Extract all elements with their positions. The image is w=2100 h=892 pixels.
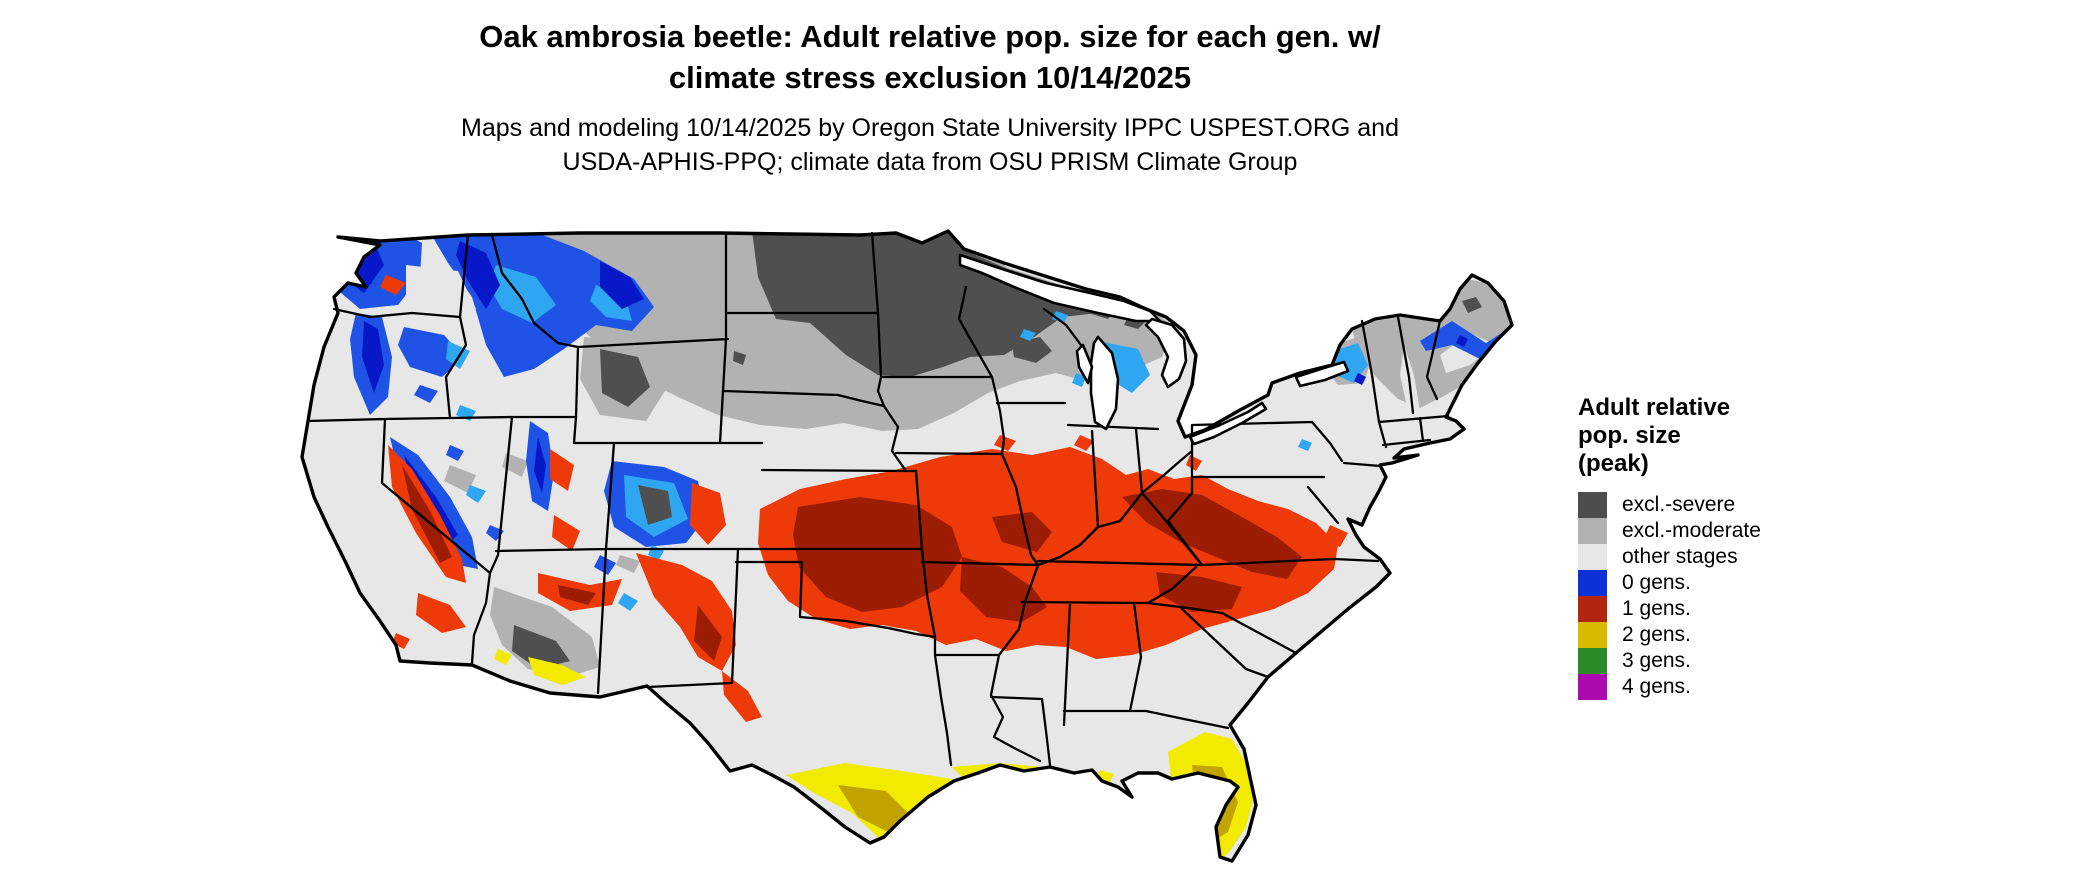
us-outline <box>300 229 1514 863</box>
green-bay <box>1075 343 1094 385</box>
cyan-door-county <box>1072 373 1086 387</box>
severe-black-hills-dot <box>733 351 746 365</box>
legend-label-1-gens: 1 gens. <box>1622 597 1691 620</box>
red-indiana-speck <box>1074 435 1094 451</box>
legend: Adult relative pop. size (peak) excl.-se… <box>1578 394 1878 700</box>
legend-title-line2: pop. size <box>1578 422 1681 449</box>
legend-title: Adult relative pop. size (peak) <box>1578 394 1878 478</box>
deepblue-montana-front <box>600 261 644 309</box>
red-socal <box>416 593 466 633</box>
darkred-smokies <box>1156 572 1242 612</box>
darkred-california-valley <box>402 465 452 563</box>
deepblue-maine-coast-dot-2 <box>1456 335 1468 347</box>
moderate-new-mexico-speck <box>616 555 640 573</box>
legend-row-excl-severe: excl.-severe <box>1578 492 1878 518</box>
cyan-nevada-speck-2 <box>466 485 486 503</box>
red-utah-patch-2 <box>552 515 580 551</box>
legend-label-4-gens: 4 gens. <box>1622 675 1691 698</box>
legend-row-3-gens: 3 gens. <box>1578 648 1878 674</box>
legend-swatch-0-gens <box>1578 570 1607 596</box>
legend-swatch-1-gens <box>1578 596 1607 622</box>
red-ohio-speck <box>1186 455 1202 471</box>
lake-huron <box>1144 317 1188 389</box>
darkred-arizona-rim <box>558 585 596 605</box>
legend-label-excl-moderate: excl.-moderate <box>1622 519 1761 542</box>
header: Oak ambrosia beetle: Adult relative pop.… <box>0 16 1860 179</box>
cyan-montana-blob <box>590 285 632 321</box>
page-title-line2: climate stress exclusion 10/14/2025 <box>668 60 1192 95</box>
red-washington-dot <box>380 275 406 295</box>
subtitle-line2: USDA-APHIS-PPQ; climate data from OSU PR… <box>562 148 1298 176</box>
legend-swatch-2-gens <box>1578 622 1607 648</box>
legend-swatch-excl-severe <box>1578 492 1607 518</box>
legend-label-3-gens: 3 gens. <box>1622 649 1691 672</box>
deepblue-sierra-crest <box>404 455 458 545</box>
blue-nevada-speck-3 <box>486 525 504 541</box>
gold-louisiana-dot <box>986 771 1006 783</box>
severe-yellowstone-core <box>600 349 650 407</box>
lake-michigan <box>1089 335 1120 431</box>
cyan-idaho-blob <box>488 265 556 323</box>
legend-row-other-stages: other stages <box>1578 544 1878 570</box>
blue-blue-mountains <box>398 327 464 377</box>
deepblue-idaho-streak <box>456 241 500 309</box>
lake-superior <box>958 253 1162 323</box>
yellow-arizona-patch <box>528 657 586 685</box>
legend-label-other-stages: other stages <box>1622 545 1738 568</box>
darkred-new-mexico <box>694 605 722 661</box>
red-colorado-front <box>690 483 726 545</box>
legend-row-excl-moderate: excl.-moderate <box>1578 518 1878 544</box>
legend-row-4-gens: 4 gens. <box>1578 674 1878 700</box>
deepblue-oregon-cascades <box>362 321 384 393</box>
cyan-superior-shore-2 <box>1020 329 1036 341</box>
subtitle: Maps and modeling 10/14/2025 by Oregon S… <box>0 111 1860 179</box>
cyan-finger-lakes-dot <box>1298 439 1312 451</box>
legend-swatch-other-stages <box>1578 544 1607 570</box>
blue-se-oregon-speck <box>414 385 438 403</box>
legend-swatch-4-gens <box>1578 674 1607 700</box>
legend-row-1-gens: 1 gens. <box>1578 596 1878 622</box>
legend-row-2-gens: 2 gens. <box>1578 622 1878 648</box>
deepblue-wasatch-dash <box>534 437 546 493</box>
severe-maine-fleck <box>1462 297 1482 313</box>
us-choropleth-map <box>300 229 1514 863</box>
cyan-blue-mountains-edge <box>446 341 470 369</box>
legend-label-2-gens: 2 gens. <box>1622 623 1691 646</box>
lake-erie <box>1188 401 1268 446</box>
deepblue-adirondack-dot <box>1354 373 1366 385</box>
red-illinois-speck <box>994 435 1016 451</box>
legend-title-line3: (peak) <box>1578 450 1649 477</box>
moderate-nevada-patch-1 <box>444 465 476 493</box>
yellow-arizona-dot <box>494 649 512 665</box>
cyan-new-mexico-speck-2 <box>618 593 638 611</box>
legend-title-line1: Adult relative <box>1578 394 1731 421</box>
blue-nevada-speck-1 <box>446 445 464 461</box>
severe-arizona-core <box>512 625 570 669</box>
gold-south-texas-core <box>838 785 912 833</box>
legend-items: excl.-severe excl.-moderate other stages… <box>1578 492 1878 700</box>
cyan-superior-shore-1 <box>1052 311 1068 323</box>
severe-wisconsin-patch <box>1012 337 1052 363</box>
darkred-appalachia <box>1122 489 1302 579</box>
great-lakes <box>958 253 1350 446</box>
legend-swatch-3-gens <box>1578 648 1607 674</box>
darkred-missouri-illinois <box>992 512 1052 552</box>
lightgray-columbia-basin <box>406 265 476 321</box>
page-title-line1: Oak ambrosia beetle: Adult relative pop.… <box>479 19 1381 54</box>
red-utah-patch-1 <box>550 449 574 491</box>
red-delmarva-patch <box>1324 525 1348 547</box>
legend-row-0-gens: 0 gens. <box>1578 570 1878 596</box>
subtitle-line1: Maps and modeling 10/14/2025 by Oregon S… <box>461 114 1399 142</box>
legend-label-0-gens: 0 gens. <box>1622 571 1691 594</box>
state-borders <box>306 231 1450 767</box>
lake-ontario <box>1294 360 1350 388</box>
legend-swatch-excl-moderate <box>1578 518 1607 544</box>
severe-colorado-core <box>638 485 672 525</box>
legend-label-excl-severe: excl.-severe <box>1622 493 1736 516</box>
